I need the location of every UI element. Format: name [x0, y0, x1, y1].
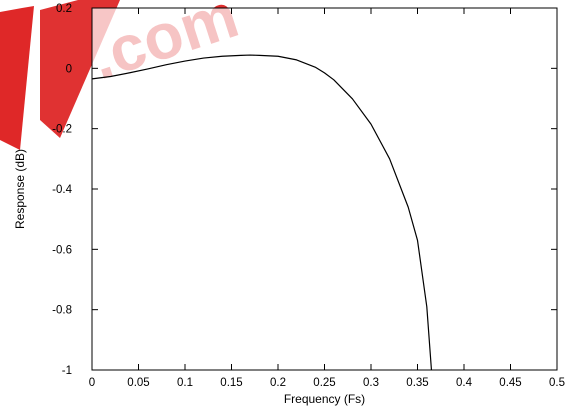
x-tick-label: 0.15 — [220, 377, 242, 389]
x-axis-label: Frequency (Fs) — [284, 392, 365, 406]
y-tick-label: -0.2 — [52, 124, 72, 136]
x-tick-label: 0.35 — [406, 377, 428, 389]
x-tick-label: 0.45 — [499, 377, 521, 389]
x-tick-label: 0.25 — [313, 377, 335, 389]
x-tick-label: 0.3 — [363, 377, 379, 389]
x-tick-label: 0.05 — [127, 377, 149, 389]
x-tick-label: 0.1 — [177, 377, 193, 389]
axes: 0 0.05 0.1 0.15 0.2 0.25 0.3 0.35 0.4 0.45 0.5 0.2 0… — [52, 3, 565, 389]
x-tick-label: 0 — [89, 377, 95, 389]
x-tick-label: 0.4 — [456, 377, 473, 389]
y-tick-label: -1 — [62, 365, 72, 377]
x-tick-label: 0.5 — [549, 377, 565, 389]
y-tick-label: -0.4 — [52, 184, 72, 196]
y-axis-label: Response (dB) — [13, 149, 27, 229]
y-tick-label: -0.6 — [52, 244, 72, 256]
watermark-shape — [0, 6, 34, 150]
plot-frame — [91, 7, 558, 371]
y-tick-label: 0.2 — [56, 3, 72, 15]
y-tick-label: -0.8 — [52, 305, 72, 317]
x-tick-label: 0.2 — [270, 377, 286, 389]
y-tick-label: 0 — [66, 63, 72, 75]
series-layer — [91, 54, 433, 371]
series-line — [91, 54, 433, 371]
